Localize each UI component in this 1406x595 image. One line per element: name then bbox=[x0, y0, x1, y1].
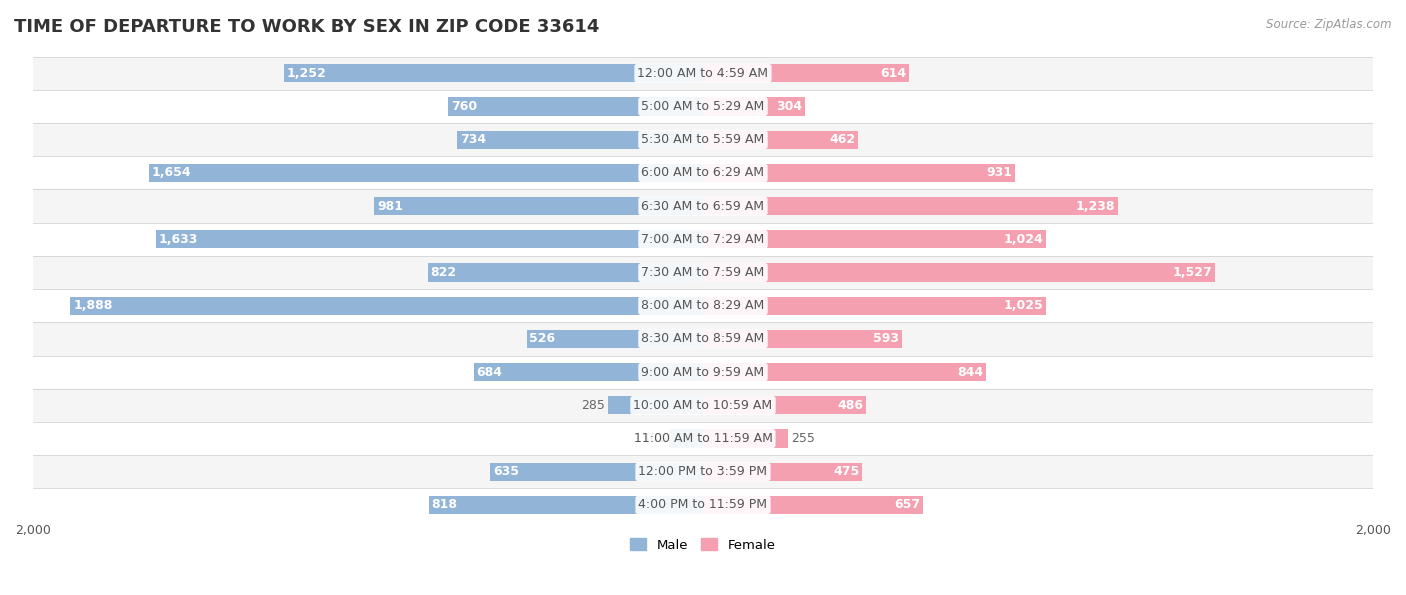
Text: 1,654: 1,654 bbox=[152, 167, 191, 179]
Bar bbox=[429, 496, 703, 514]
Bar bbox=[703, 430, 789, 447]
Bar bbox=[703, 98, 804, 115]
Bar bbox=[32, 389, 1374, 422]
Bar bbox=[703, 264, 1215, 281]
Bar bbox=[32, 189, 1374, 223]
Text: 462: 462 bbox=[830, 133, 855, 146]
Text: 818: 818 bbox=[432, 499, 457, 512]
Bar bbox=[527, 330, 703, 348]
Text: 1,025: 1,025 bbox=[1004, 299, 1043, 312]
Bar bbox=[427, 264, 703, 281]
Text: 822: 822 bbox=[430, 266, 457, 279]
Text: 1,888: 1,888 bbox=[73, 299, 112, 312]
Text: 1,252: 1,252 bbox=[287, 67, 326, 80]
Text: 8:30 AM to 8:59 AM: 8:30 AM to 8:59 AM bbox=[641, 333, 765, 346]
Text: 5:30 AM to 5:59 AM: 5:30 AM to 5:59 AM bbox=[641, 133, 765, 146]
Text: 10:00 AM to 10:59 AM: 10:00 AM to 10:59 AM bbox=[634, 399, 772, 412]
Bar bbox=[703, 463, 862, 481]
Bar bbox=[32, 123, 1374, 156]
Bar bbox=[449, 98, 703, 115]
Bar bbox=[703, 396, 866, 415]
Text: 1,238: 1,238 bbox=[1076, 199, 1115, 212]
Text: 475: 475 bbox=[834, 465, 859, 478]
Text: 5:00 AM to 5:29 AM: 5:00 AM to 5:29 AM bbox=[641, 100, 765, 113]
Text: 12:00 AM to 4:59 AM: 12:00 AM to 4:59 AM bbox=[637, 67, 769, 80]
Bar bbox=[32, 356, 1374, 389]
Text: 8:00 AM to 8:29 AM: 8:00 AM to 8:29 AM bbox=[641, 299, 765, 312]
Bar bbox=[32, 57, 1374, 90]
Text: 1,024: 1,024 bbox=[1004, 233, 1043, 246]
Text: 285: 285 bbox=[581, 399, 605, 412]
Bar bbox=[32, 455, 1374, 488]
Text: 1,527: 1,527 bbox=[1173, 266, 1212, 279]
Text: 760: 760 bbox=[451, 100, 477, 113]
Text: 684: 684 bbox=[477, 365, 502, 378]
Text: 7:00 AM to 7:29 AM: 7:00 AM to 7:29 AM bbox=[641, 233, 765, 246]
Bar bbox=[474, 363, 703, 381]
Text: 593: 593 bbox=[873, 333, 898, 346]
Bar bbox=[491, 463, 703, 481]
Bar bbox=[32, 156, 1374, 189]
Bar bbox=[32, 90, 1374, 123]
Bar bbox=[607, 396, 703, 415]
Text: 844: 844 bbox=[957, 365, 983, 378]
Bar bbox=[703, 330, 901, 348]
Bar bbox=[703, 130, 858, 149]
Text: Source: ZipAtlas.com: Source: ZipAtlas.com bbox=[1267, 18, 1392, 31]
Bar bbox=[457, 130, 703, 149]
Text: 7:30 AM to 7:59 AM: 7:30 AM to 7:59 AM bbox=[641, 266, 765, 279]
Bar bbox=[703, 230, 1046, 249]
Text: 9:00 AM to 9:59 AM: 9:00 AM to 9:59 AM bbox=[641, 365, 765, 378]
Bar bbox=[149, 164, 703, 182]
Text: TIME OF DEPARTURE TO WORK BY SEX IN ZIP CODE 33614: TIME OF DEPARTURE TO WORK BY SEX IN ZIP … bbox=[14, 18, 599, 36]
Text: 255: 255 bbox=[792, 432, 815, 445]
Bar bbox=[284, 64, 703, 82]
Bar bbox=[669, 430, 703, 447]
Bar bbox=[374, 197, 703, 215]
Bar bbox=[703, 363, 986, 381]
Text: 4:00 PM to 11:59 PM: 4:00 PM to 11:59 PM bbox=[638, 499, 768, 512]
Bar bbox=[70, 296, 703, 315]
Bar bbox=[703, 296, 1046, 315]
Text: 657: 657 bbox=[894, 499, 921, 512]
Bar bbox=[703, 496, 924, 514]
Text: 12:00 PM to 3:59 PM: 12:00 PM to 3:59 PM bbox=[638, 465, 768, 478]
Bar bbox=[32, 322, 1374, 356]
Text: 526: 526 bbox=[530, 333, 555, 346]
Bar bbox=[32, 223, 1374, 256]
Text: 11:00 AM to 11:59 AM: 11:00 AM to 11:59 AM bbox=[634, 432, 772, 445]
Text: 614: 614 bbox=[880, 67, 905, 80]
Text: 635: 635 bbox=[494, 465, 519, 478]
Legend: Male, Female: Male, Female bbox=[626, 533, 780, 557]
Text: 1,633: 1,633 bbox=[159, 233, 198, 246]
Bar bbox=[32, 488, 1374, 522]
Bar bbox=[156, 230, 703, 249]
Text: 6:30 AM to 6:59 AM: 6:30 AM to 6:59 AM bbox=[641, 199, 765, 212]
Text: 931: 931 bbox=[986, 167, 1012, 179]
Bar bbox=[32, 256, 1374, 289]
Text: 734: 734 bbox=[460, 133, 486, 146]
Text: 6:00 AM to 6:29 AM: 6:00 AM to 6:29 AM bbox=[641, 167, 765, 179]
Bar bbox=[32, 289, 1374, 322]
Bar bbox=[703, 197, 1118, 215]
Text: 101: 101 bbox=[643, 432, 666, 445]
Text: 304: 304 bbox=[776, 100, 803, 113]
Bar bbox=[703, 164, 1015, 182]
Text: 981: 981 bbox=[377, 199, 404, 212]
Text: 486: 486 bbox=[837, 399, 863, 412]
Bar bbox=[32, 422, 1374, 455]
Bar bbox=[703, 64, 908, 82]
